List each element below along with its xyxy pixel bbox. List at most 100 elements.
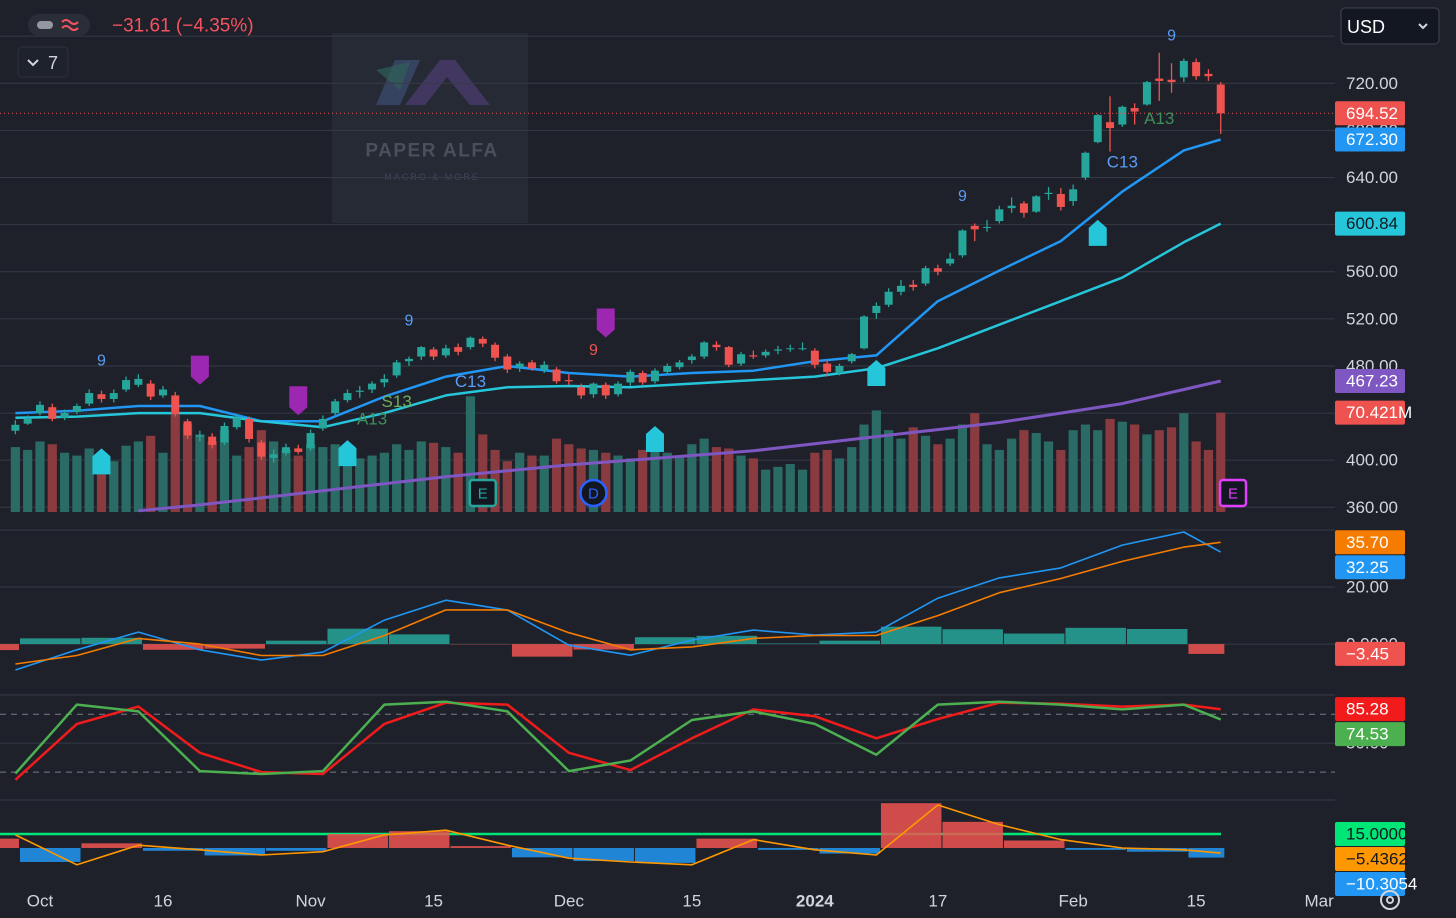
- candle-body: [1093, 115, 1102, 143]
- histogram-bar: [142, 847, 204, 851]
- histogram-bar: [819, 640, 880, 645]
- histogram-bar: [204, 644, 265, 649]
- histogram-bar: [634, 847, 696, 863]
- candle-body: [146, 383, 155, 397]
- event-label: E: [1228, 486, 1238, 503]
- volume-bar: [1154, 430, 1164, 512]
- candle-body: [626, 371, 635, 383]
- eye-icon: [37, 21, 53, 29]
- candle-body: [601, 384, 610, 396]
- histogram-bar: [757, 847, 819, 850]
- volume-bar: [269, 441, 279, 512]
- volume-bar: [945, 438, 955, 512]
- candle-body: [933, 268, 942, 272]
- candle-body: [995, 209, 1004, 222]
- candle-body: [245, 418, 254, 439]
- volume-bar: [638, 449, 648, 512]
- histogram-bar: [1126, 628, 1188, 645]
- volume-bar: [773, 466, 783, 512]
- x-tick-label: Oct: [27, 892, 54, 911]
- volume-bar: [1068, 430, 1078, 512]
- settings-icon[interactable]: [1380, 890, 1400, 910]
- annotation: S13: [382, 392, 412, 411]
- indicator-toggle[interactable]: [17, 46, 69, 78]
- volume-bar: [72, 455, 82, 512]
- candle-body: [946, 258, 955, 264]
- volume-bar: [613, 455, 623, 512]
- volume-bar: [674, 455, 685, 512]
- indicator-line: [14, 700, 1222, 776]
- candle-body: [281, 447, 290, 454]
- histogram-bar: [573, 847, 634, 862]
- currency-select[interactable]: [1340, 7, 1440, 45]
- axes: 760.00720.00680.00640.00600.00560.00520.…: [27, 27, 1418, 911]
- volume-bar: [1080, 424, 1091, 512]
- volume-bar: [564, 444, 574, 512]
- candle-body: [675, 362, 684, 368]
- annotation: 9: [958, 188, 967, 205]
- value-badge: [1335, 211, 1405, 236]
- histogram-bar: [696, 635, 757, 645]
- candle-body: [306, 433, 315, 449]
- volume-bar: [601, 452, 611, 512]
- volume-bar: [502, 461, 512, 512]
- histogram-bar: [81, 637, 142, 645]
- annotation: A13: [357, 409, 387, 428]
- value-badge: [1335, 722, 1405, 747]
- value-badge: [1335, 846, 1405, 871]
- event-marker: [1218, 478, 1248, 508]
- y-tick-label: 360.00: [1346, 498, 1398, 517]
- signal-marker: [92, 448, 111, 475]
- price-change: −31.61 (−4.35%): [112, 16, 254, 37]
- histogram-bar: [204, 847, 265, 856]
- volume-bar: [182, 424, 193, 512]
- volume-bar: [244, 447, 254, 512]
- value-badge-label: 74.53: [1346, 725, 1389, 744]
- volume-bar: [920, 435, 931, 512]
- candle-body: [823, 363, 832, 372]
- signal-marker: [596, 308, 615, 338]
- volume-bar: [392, 444, 402, 512]
- volume-bar: [1216, 412, 1226, 512]
- value-badge-label: −5.4362: [1346, 849, 1408, 868]
- annotation: 9: [589, 342, 598, 359]
- candle-body: [700, 342, 709, 357]
- value-badge: [1335, 400, 1405, 425]
- event-label: D: [588, 486, 599, 503]
- candle-body: [577, 387, 586, 396]
- volume-bar: [256, 430, 266, 512]
- volume-bar: [527, 455, 537, 512]
- candle-body: [318, 418, 327, 429]
- candle-body: [257, 442, 266, 457]
- watermark-title: PAPER ALFA: [365, 141, 498, 162]
- candle-body: [589, 383, 598, 395]
- histogram-bar: [1126, 847, 1188, 852]
- candle-body: [1044, 192, 1053, 194]
- volume-bar: [453, 452, 463, 512]
- candle-body: [269, 454, 278, 458]
- histogram-bar: [1003, 633, 1065, 645]
- histogram-bar: [634, 637, 696, 645]
- volume-bar: [650, 441, 660, 512]
- histogram-bar: [942, 821, 1003, 848]
- volume-bar: [281, 449, 291, 512]
- volume-bar: [896, 438, 906, 512]
- candle-body: [368, 383, 377, 390]
- volume-bar: [1093, 430, 1103, 512]
- volume-bar: [797, 469, 808, 512]
- candle-body: [134, 378, 143, 385]
- volume-bar: [318, 447, 328, 512]
- candle-body: [158, 389, 167, 396]
- volume-bar: [158, 452, 168, 512]
- candle-body: [835, 365, 844, 374]
- signal-marker: [289, 386, 308, 416]
- volume-bar: [219, 430, 230, 512]
- value-badge: [1335, 821, 1405, 846]
- volume-bar: [982, 444, 992, 512]
- histogram-bar: [0, 644, 19, 651]
- candle-body: [552, 369, 561, 382]
- annotation: 9: [405, 313, 414, 330]
- time-axis-panel: [0, 882, 1335, 918]
- histogram-bar: [819, 847, 880, 854]
- candle-body: [515, 363, 524, 368]
